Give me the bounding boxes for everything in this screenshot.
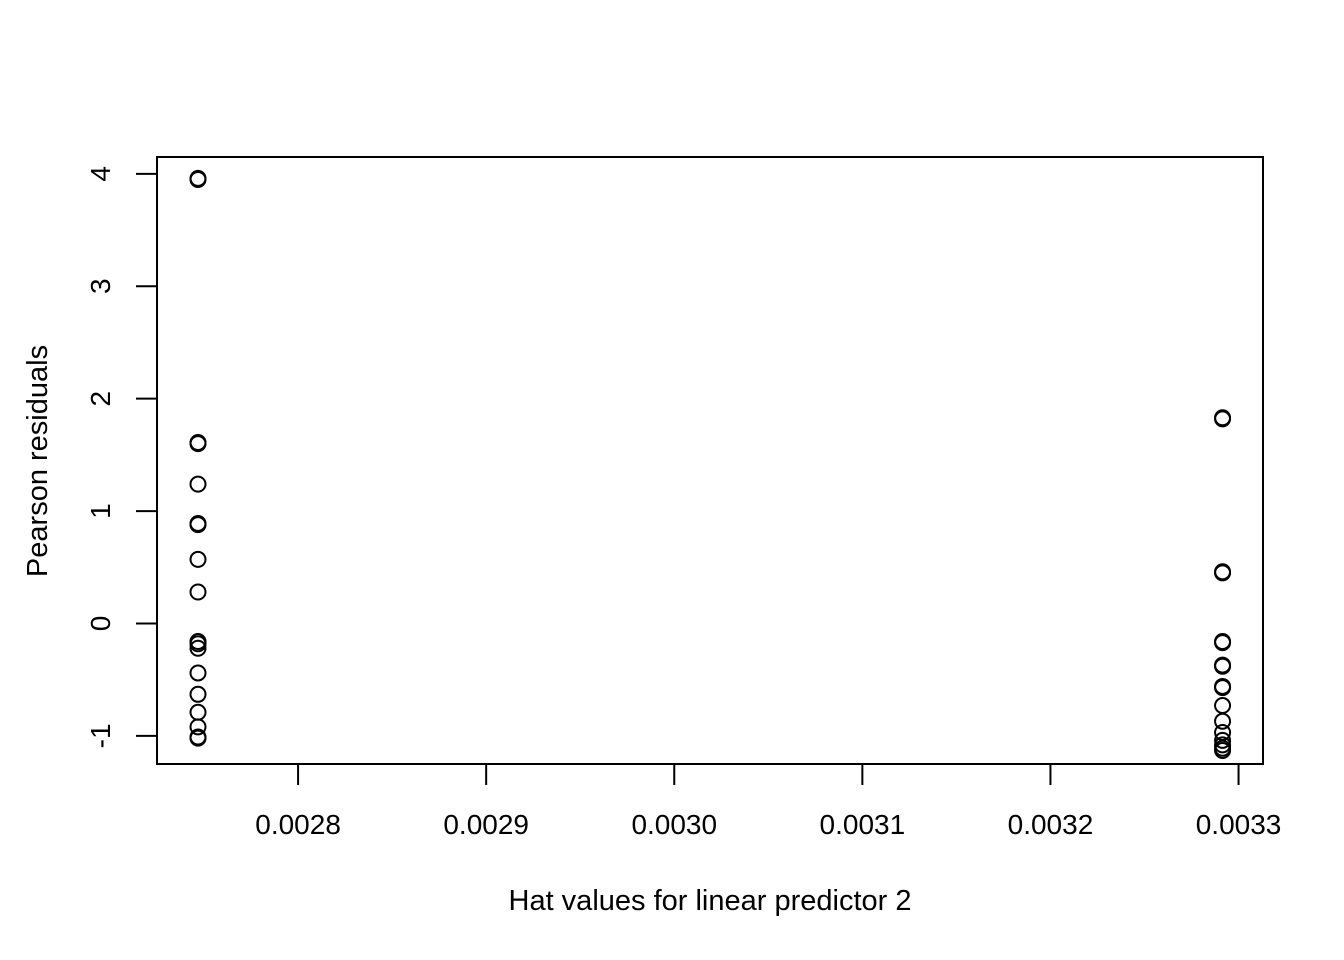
data-point — [189, 729, 207, 747]
x-tick-label: 0.0028 — [255, 809, 341, 840]
y-tick-label: 1 — [85, 503, 116, 519]
data-point — [189, 435, 207, 453]
x-axis: 0.0028 0.0029 0.0030 0.0031 0.0032 0.0033 — [255, 763, 1282, 840]
data-point — [1214, 634, 1232, 652]
data-point — [189, 685, 207, 703]
data-point — [189, 583, 207, 601]
x-tick-label: 0.0033 — [1196, 809, 1282, 840]
x-tick-label: 0.0030 — [631, 809, 717, 840]
y-tick-label: 3 — [85, 278, 116, 294]
y-tick-label: -1 — [85, 723, 116, 748]
data-point — [1214, 679, 1232, 697]
data-point — [1214, 742, 1232, 760]
y-tick-label: 0 — [85, 616, 116, 632]
data-point — [1214, 731, 1232, 749]
data-point — [189, 475, 207, 493]
y-axis-label: Pearson residuals — [22, 345, 54, 577]
y-axis: -1 0 1 2 3 4 — [85, 166, 158, 748]
data-point — [189, 664, 207, 682]
data-point — [189, 718, 207, 736]
data-point — [189, 639, 207, 657]
plot-frame — [156, 156, 1264, 765]
x-tick-label: 0.0029 — [443, 809, 529, 840]
data-point — [1214, 657, 1232, 675]
data-point — [1214, 564, 1232, 582]
x-tick-label: 0.0031 — [820, 809, 906, 840]
y-tick-label: 4 — [85, 166, 116, 182]
data-point — [1214, 712, 1232, 730]
data-point — [189, 550, 207, 568]
y-tick-label: 2 — [85, 391, 116, 407]
x-tick-label: 0.0032 — [1008, 809, 1094, 840]
data-point — [189, 703, 207, 721]
x-axis-label: Hat values for linear predictor 2 — [509, 885, 912, 917]
data-points — [189, 169, 1232, 760]
data-point — [189, 516, 207, 534]
data-point — [189, 170, 207, 188]
data-point — [1214, 697, 1232, 715]
data-point — [1214, 410, 1232, 428]
data-point — [189, 635, 207, 653]
